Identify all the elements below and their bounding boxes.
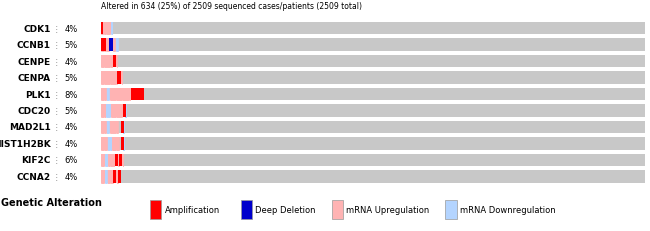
Text: Genetic Alteration: Genetic Alteration bbox=[1, 197, 102, 207]
Bar bbox=[118, 170, 121, 183]
Bar bbox=[101, 88, 131, 101]
Text: 4%: 4% bbox=[64, 24, 78, 33]
Text: MAD2L1: MAD2L1 bbox=[8, 123, 51, 132]
Text: ⋮: ⋮ bbox=[53, 123, 60, 132]
Bar bbox=[115, 154, 118, 166]
Text: 5%: 5% bbox=[64, 106, 78, 116]
Bar bbox=[107, 138, 112, 150]
Bar bbox=[101, 23, 106, 35]
Bar bbox=[117, 72, 122, 84]
Bar bbox=[101, 154, 124, 166]
Bar bbox=[101, 72, 122, 84]
Text: Deep Deletion: Deep Deletion bbox=[255, 205, 316, 214]
Text: HIST1H2BK: HIST1H2BK bbox=[0, 139, 51, 148]
Bar bbox=[101, 170, 645, 183]
Bar bbox=[124, 105, 127, 117]
Text: 4%: 4% bbox=[64, 123, 78, 132]
Bar bbox=[106, 121, 109, 134]
Text: 5%: 5% bbox=[64, 41, 78, 50]
Bar bbox=[445, 200, 457, 219]
Bar bbox=[106, 88, 109, 101]
Text: 5%: 5% bbox=[64, 74, 78, 83]
Text: ⋮: ⋮ bbox=[53, 24, 60, 33]
Bar bbox=[101, 138, 645, 150]
Text: Altered in 634 (25%) of 2509 sequenced cases/patients (2509 total): Altered in 634 (25%) of 2509 sequenced c… bbox=[101, 2, 362, 11]
Bar bbox=[121, 138, 124, 150]
Bar bbox=[105, 170, 107, 183]
Text: ⋮: ⋮ bbox=[53, 156, 60, 165]
Bar bbox=[101, 105, 122, 117]
Bar bbox=[101, 105, 645, 117]
Bar bbox=[101, 121, 118, 134]
Bar bbox=[101, 39, 106, 52]
Bar bbox=[106, 105, 110, 117]
Text: ⋮: ⋮ bbox=[53, 41, 60, 50]
Bar bbox=[111, 23, 112, 35]
Text: 4%: 4% bbox=[64, 57, 78, 66]
Bar bbox=[122, 121, 124, 134]
Text: CENPE: CENPE bbox=[18, 57, 51, 66]
Bar bbox=[150, 200, 161, 219]
Bar bbox=[122, 105, 126, 117]
Text: ⋮: ⋮ bbox=[53, 74, 60, 83]
Bar bbox=[332, 200, 343, 219]
Text: CDC20: CDC20 bbox=[18, 106, 51, 116]
Text: Amplification: Amplification bbox=[164, 205, 220, 214]
Bar bbox=[119, 154, 122, 166]
Bar bbox=[101, 23, 103, 35]
Bar bbox=[109, 39, 112, 52]
Text: CCNB1: CCNB1 bbox=[16, 41, 51, 50]
Text: mRNA Upregulation: mRNA Upregulation bbox=[346, 205, 430, 214]
Bar bbox=[240, 200, 252, 219]
Bar bbox=[116, 39, 118, 52]
Text: 4%: 4% bbox=[64, 139, 78, 148]
Text: ⋮: ⋮ bbox=[53, 90, 60, 99]
Text: 6%: 6% bbox=[64, 156, 78, 165]
Bar bbox=[101, 39, 118, 52]
Text: CENPA: CENPA bbox=[18, 74, 51, 83]
Text: PLK1: PLK1 bbox=[25, 90, 51, 99]
Bar bbox=[103, 23, 111, 35]
Text: mRNA Downregulation: mRNA Downregulation bbox=[460, 205, 556, 214]
Text: ⋮: ⋮ bbox=[53, 139, 60, 148]
Bar bbox=[101, 56, 645, 68]
Bar bbox=[113, 170, 116, 183]
Text: KIF2C: KIF2C bbox=[21, 156, 51, 165]
Bar bbox=[101, 23, 645, 35]
Bar bbox=[101, 39, 645, 52]
Text: ⋮: ⋮ bbox=[53, 106, 60, 116]
Text: 4%: 4% bbox=[64, 172, 78, 181]
Bar bbox=[101, 121, 645, 134]
Bar bbox=[105, 154, 108, 166]
Bar bbox=[121, 121, 124, 134]
Bar bbox=[101, 154, 645, 166]
Text: ⋮: ⋮ bbox=[53, 172, 60, 181]
Text: ⋮: ⋮ bbox=[53, 57, 60, 66]
Text: CDK1: CDK1 bbox=[23, 24, 51, 33]
Bar bbox=[101, 56, 117, 68]
Bar bbox=[101, 138, 119, 150]
Text: CCNA2: CCNA2 bbox=[16, 172, 51, 181]
Bar bbox=[131, 88, 144, 101]
Text: 8%: 8% bbox=[64, 90, 78, 99]
Bar bbox=[101, 170, 122, 183]
Bar bbox=[101, 88, 645, 101]
Bar bbox=[122, 138, 125, 150]
Bar bbox=[101, 72, 645, 84]
Bar bbox=[112, 56, 116, 68]
